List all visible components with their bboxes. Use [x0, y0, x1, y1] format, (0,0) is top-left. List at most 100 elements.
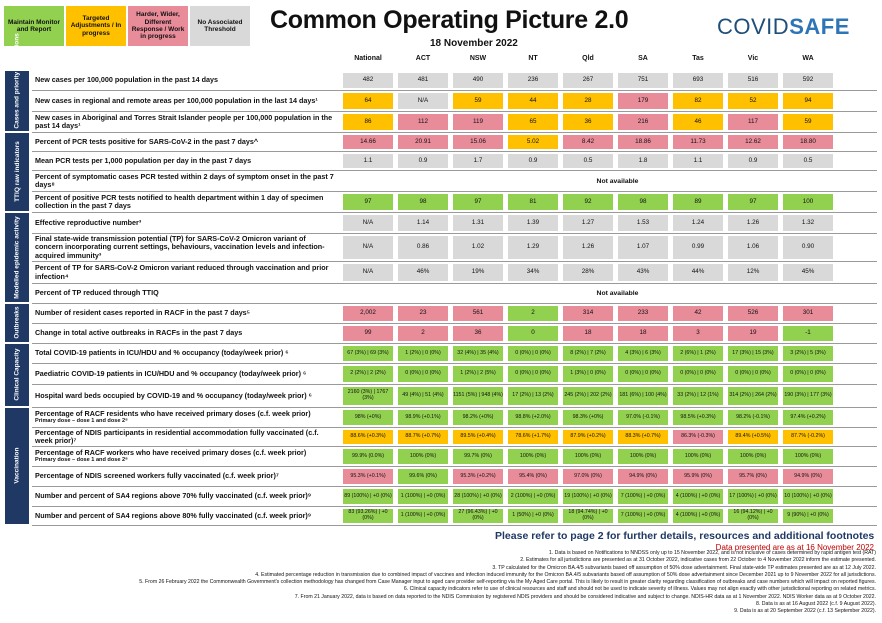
row-label-text: Number and percent of SA4 regions above … — [35, 510, 312, 520]
column-header-national: National — [354, 55, 382, 62]
value-cell-vic: 1.26 — [728, 215, 778, 231]
row-label-text: Percent of PCR tests positive for SARS-C… — [35, 136, 259, 146]
value-cell-tas: 95.9% (0%) — [673, 469, 723, 484]
value-cell-act: 0.86 — [398, 236, 448, 259]
column-header-tas: Tas — [692, 55, 704, 62]
value-cell-national: 482 — [343, 73, 393, 88]
column-header-nt: NT — [528, 55, 538, 62]
row-label-text: Paediatric COVID-19 patients in ICU/HDU … — [35, 368, 307, 378]
value-cell-sa: 18 — [618, 326, 668, 341]
value-cell-vic: 98.2% (-0.1%) — [728, 410, 778, 425]
value-cell-qld: 8 (2%) | 7 (2%) — [563, 346, 613, 361]
value-cell-act: 0.9 — [398, 154, 448, 168]
footnote: 1. Data is based on Notifications to NND… — [548, 550, 876, 556]
row-label: Number and percent of SA4 regions above … — [35, 487, 335, 506]
table-row: Number and percent of SA4 regions above … — [32, 487, 877, 507]
value-cell-nsw: 95.3% (+0.2%) — [453, 469, 503, 484]
value-cell-act: 23 — [398, 306, 448, 321]
value-cell-nt: 2 — [508, 306, 558, 321]
value-cell-sa: 94.9% (0%) — [618, 469, 668, 484]
value-cell-sa: 7 (100%) | +0 (0%) — [618, 509, 668, 523]
section-label: Outbreaks — [5, 304, 29, 342]
value-cell-wa: 0.90 — [783, 236, 833, 259]
row-label-text: Mean PCR tests per 1,000 population per … — [35, 155, 252, 165]
row-label-text: Final state-wide transmission potential … — [35, 234, 325, 260]
row-label-text: Percent of positive PCR tests notified t… — [35, 192, 324, 210]
row-label: New cases in regional and remote areas p… — [35, 91, 335, 111]
table-row: Effective reproductive number³ N/A 1.14 1.3… — [32, 213, 877, 234]
value-cell-act: 49 (4%) | 51 (4%) — [398, 387, 448, 405]
row-label: Percentage of RACF residents who have re… — [35, 408, 335, 427]
table-row: Change in total active outbreaks in RACF… — [32, 324, 877, 344]
row-label: Percent of PCR tests positive for SARS-C… — [35, 133, 335, 151]
value-cell-act: N/A — [398, 93, 448, 109]
value-cell-nt: 0 — [508, 326, 558, 341]
value-cell-national: 1.1 — [343, 154, 393, 168]
section-label-text: TTIQ raw indicators — [13, 141, 21, 203]
value-cell-sa: 751 — [618, 73, 668, 88]
value-cell-tas: 3 — [673, 326, 723, 341]
footnote: 9. Data is as at 20 September 2022 (c.f.… — [734, 608, 876, 615]
value-cell-qld: 92 — [563, 194, 613, 210]
table-row: Final state-wide transmission potential … — [32, 234, 877, 262]
row-label-text: Percentage of NDIS screened workers full… — [35, 471, 279, 481]
value-cell-vic: 97 — [728, 194, 778, 210]
footnote: 7. From 21 January 2022, data is based o… — [294, 593, 876, 600]
table-row: Paediatric COVID-19 patients in ICU/HDU … — [32, 364, 877, 385]
value-cell-wa: 94 — [783, 93, 833, 109]
row-sublabel: Primary dose – dose 1 and dose 2⁸ — [35, 418, 128, 425]
value-cell-vic: 314 (2%) | 264 (2%) — [728, 387, 778, 405]
value-cell-wa: 59 — [783, 114, 833, 130]
footnote: 3. TP calculated for the Omicron BA.4/5 … — [492, 564, 876, 571]
value-cell-tas: 82 — [673, 93, 723, 109]
value-cell-wa: 94.9% (0%) — [783, 469, 833, 484]
value-cell-tas: 89 — [673, 194, 723, 210]
value-cell-vic: 117 — [728, 114, 778, 130]
value-cell-sa: 97.0% (-0.1%) — [618, 410, 668, 425]
section-label: Modelled epidemic activity — [5, 213, 29, 302]
table-row: Percentage of RACF workers who have rece… — [32, 447, 877, 467]
value-cell-wa: 87.7% (-0.2%) — [783, 430, 833, 444]
row-label: Hospital ward beds occupied by COVID-19 … — [35, 385, 335, 407]
value-cell-sa: 98 — [618, 194, 668, 210]
value-cell-nt: 100% (0%) — [508, 449, 558, 464]
row-label-text: Percent of symptomatic cases PCR tested … — [35, 171, 334, 189]
value-cell-vic: 17 (100%) | +0 (0%) — [728, 489, 778, 504]
section-label-text: Clinical Capacity — [13, 348, 21, 402]
value-cell-national: 89 (100%) | +0 (0%) — [343, 489, 393, 504]
table-row: Percentage of RACF residents who have re… — [32, 408, 877, 428]
table-row: Percent of positive PCR tests notified t… — [32, 192, 877, 213]
value-cell-national: 99 — [343, 326, 393, 341]
value-cell-act: 481 — [398, 73, 448, 88]
value-cell-nsw: 99.7% (0%) — [453, 449, 503, 464]
footnote: 8. Data is as at 16 August 2022 (c.f. 9 … — [756, 601, 876, 608]
row-label-text: Hospital ward beds occupied by COVID-19 … — [35, 390, 312, 400]
row-label-text: Percent of TP for SARS-CoV-2 Omicron var… — [35, 263, 329, 281]
value-cell-qld: 19 (100%) | +0 (0%) — [563, 489, 613, 504]
value-cell-wa: 100 — [783, 194, 833, 210]
value-cell-tas: 1.1 — [673, 154, 723, 168]
value-cell-national: 14.66 — [343, 135, 393, 149]
section-label: Vaccination — [5, 408, 29, 524]
value-cell-wa: 0 (0%) | 0 (0%) — [783, 366, 833, 382]
value-cell-nsw: 98.2% (+0%) — [453, 410, 503, 425]
value-cell-vic: 526 — [728, 306, 778, 321]
value-cell-vic: 89.4% (+0.5%) — [728, 430, 778, 444]
value-cell-sa: 4 (3%) | 6 (3%) — [618, 346, 668, 361]
value-cell-nsw: 15.06 — [453, 135, 503, 149]
row-label-text: Number and percent of SA4 regions above … — [35, 491, 312, 501]
table-row: Percent of TP for SARS-CoV-2 Omicron var… — [32, 262, 877, 284]
value-cell-national: 95.3% (+0.1%) — [343, 469, 393, 484]
value-cell-tas: 0 (0%) | 0 (0%) — [673, 366, 723, 382]
value-cell-nsw: 1.7 — [453, 154, 503, 168]
row-label: Final state-wide transmission potential … — [35, 234, 335, 261]
value-cell-tas: 4 (100%) | +0 (0%) — [673, 489, 723, 504]
value-cell-nsw: 97 — [453, 194, 503, 210]
row-label-text: Number of resident cases reported in RAC… — [35, 308, 251, 318]
value-cell-wa: 100% (0%) — [783, 449, 833, 464]
value-cell-tas: 11.73 — [673, 135, 723, 149]
row-label: Number and percent of SA4 regions above … — [35, 507, 335, 525]
value-cell-wa: 45% — [783, 264, 833, 281]
value-cell-qld: 1.26 — [563, 236, 613, 259]
column-header-act: ACT — [415, 55, 431, 62]
